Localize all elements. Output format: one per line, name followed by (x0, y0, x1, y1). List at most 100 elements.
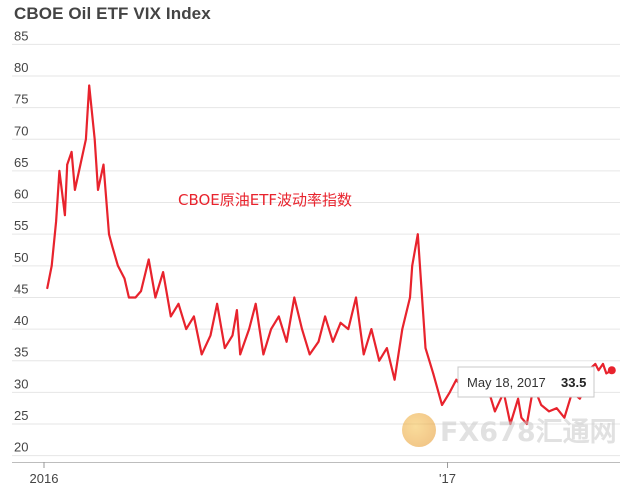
fx678-logo-icon (402, 412, 436, 447)
data-point (111, 245, 114, 248)
data-point (231, 334, 234, 337)
data-point (355, 296, 357, 299)
data-point (55, 220, 58, 223)
data-point (209, 334, 212, 337)
data-point (236, 309, 238, 312)
data-point (548, 410, 550, 413)
data-point (401, 328, 404, 331)
data-point (432, 372, 435, 375)
data-point (317, 340, 320, 343)
data-point (64, 214, 66, 217)
data-point (248, 328, 250, 331)
chart-annotation: CBOE原油ETF波动率指数 (178, 191, 352, 209)
data-point (324, 315, 327, 318)
data-point (301, 328, 303, 331)
data-point (597, 369, 600, 372)
y-tick-label: 70 (14, 123, 28, 138)
data-point (216, 302, 218, 305)
watermark-text: FX678汇通网 (440, 417, 617, 448)
series-layer (46, 84, 616, 426)
data-point (347, 328, 350, 331)
data-point (127, 296, 130, 299)
data-point (116, 264, 119, 267)
data-point (411, 264, 414, 267)
data-point (193, 315, 195, 318)
data-point (331, 340, 334, 343)
y-tick-label: 65 (14, 155, 28, 170)
y-tick-label: 50 (14, 250, 28, 265)
data-point (147, 258, 150, 261)
data-point (378, 359, 381, 362)
y-tick-label: 85 (14, 28, 28, 43)
tooltip: May 18, 2017 33.5 (457, 366, 595, 398)
data-point (185, 328, 188, 331)
tooltip-date: May 18, 2017 (467, 375, 546, 390)
data-point (123, 277, 126, 280)
y-tick-label: 80 (14, 60, 28, 75)
data-point (520, 416, 523, 419)
tooltip-value: 33.5 (561, 375, 586, 390)
data-point (370, 328, 373, 331)
data-point (424, 347, 427, 349)
y-tick-label: 75 (14, 92, 28, 107)
data-point (393, 378, 396, 381)
tooltip-box (457, 366, 595, 398)
data-point (526, 423, 528, 425)
data-point (578, 397, 581, 400)
data-point (79, 163, 82, 166)
data-point (140, 290, 142, 293)
data-point (93, 138, 96, 141)
data-point (254, 302, 257, 305)
data-point (66, 163, 69, 166)
data-point (108, 233, 110, 236)
x-tick-label: 2016 (30, 471, 59, 486)
data-point (602, 363, 604, 365)
data-point (455, 378, 458, 381)
data-point (509, 423, 512, 425)
data-point (88, 84, 91, 87)
y-tick-label: 30 (14, 376, 28, 391)
y-tick-label: 55 (14, 218, 28, 233)
data-point (448, 391, 451, 394)
x-tick-label: '17 (439, 471, 456, 486)
data-point (262, 353, 265, 356)
data-point (285, 340, 288, 343)
data-point (494, 410, 496, 413)
y-tick-label: 25 (14, 408, 28, 423)
data-point (169, 315, 172, 318)
data-point (605, 372, 608, 375)
watermark: FX678汇通网 (402, 410, 617, 449)
series-line (46, 84, 613, 426)
data-point (73, 188, 76, 191)
data-point (154, 296, 157, 299)
y-tick-label: 35 (14, 345, 28, 360)
data-point (339, 321, 342, 324)
data-point (441, 404, 443, 406)
data-point (416, 233, 419, 236)
data-point (517, 397, 519, 400)
data-point (540, 404, 543, 406)
y-axis-tick-labels: 20 25 30 35 40 45 50 55 60 65 70 75 80 85 (14, 28, 28, 454)
data-point (200, 353, 203, 356)
data-point (162, 271, 164, 274)
highlight-point (607, 366, 616, 375)
data-point (277, 315, 280, 318)
data-point (97, 188, 99, 191)
data-point (308, 353, 311, 356)
data-point (362, 353, 365, 356)
y-tick-label: 20 (14, 440, 28, 455)
data-point (223, 347, 226, 349)
data-point (563, 416, 566, 419)
data-point (409, 296, 411, 299)
data-point (50, 264, 53, 267)
data-point (293, 296, 296, 299)
data-point (84, 138, 87, 141)
data-point (58, 169, 61, 172)
x-axis: 2016 '17 (12, 462, 620, 486)
data-point (555, 407, 558, 410)
data-point (594, 363, 597, 365)
data-point (46, 287, 49, 289)
data-point (177, 302, 180, 305)
data-point (270, 328, 273, 331)
